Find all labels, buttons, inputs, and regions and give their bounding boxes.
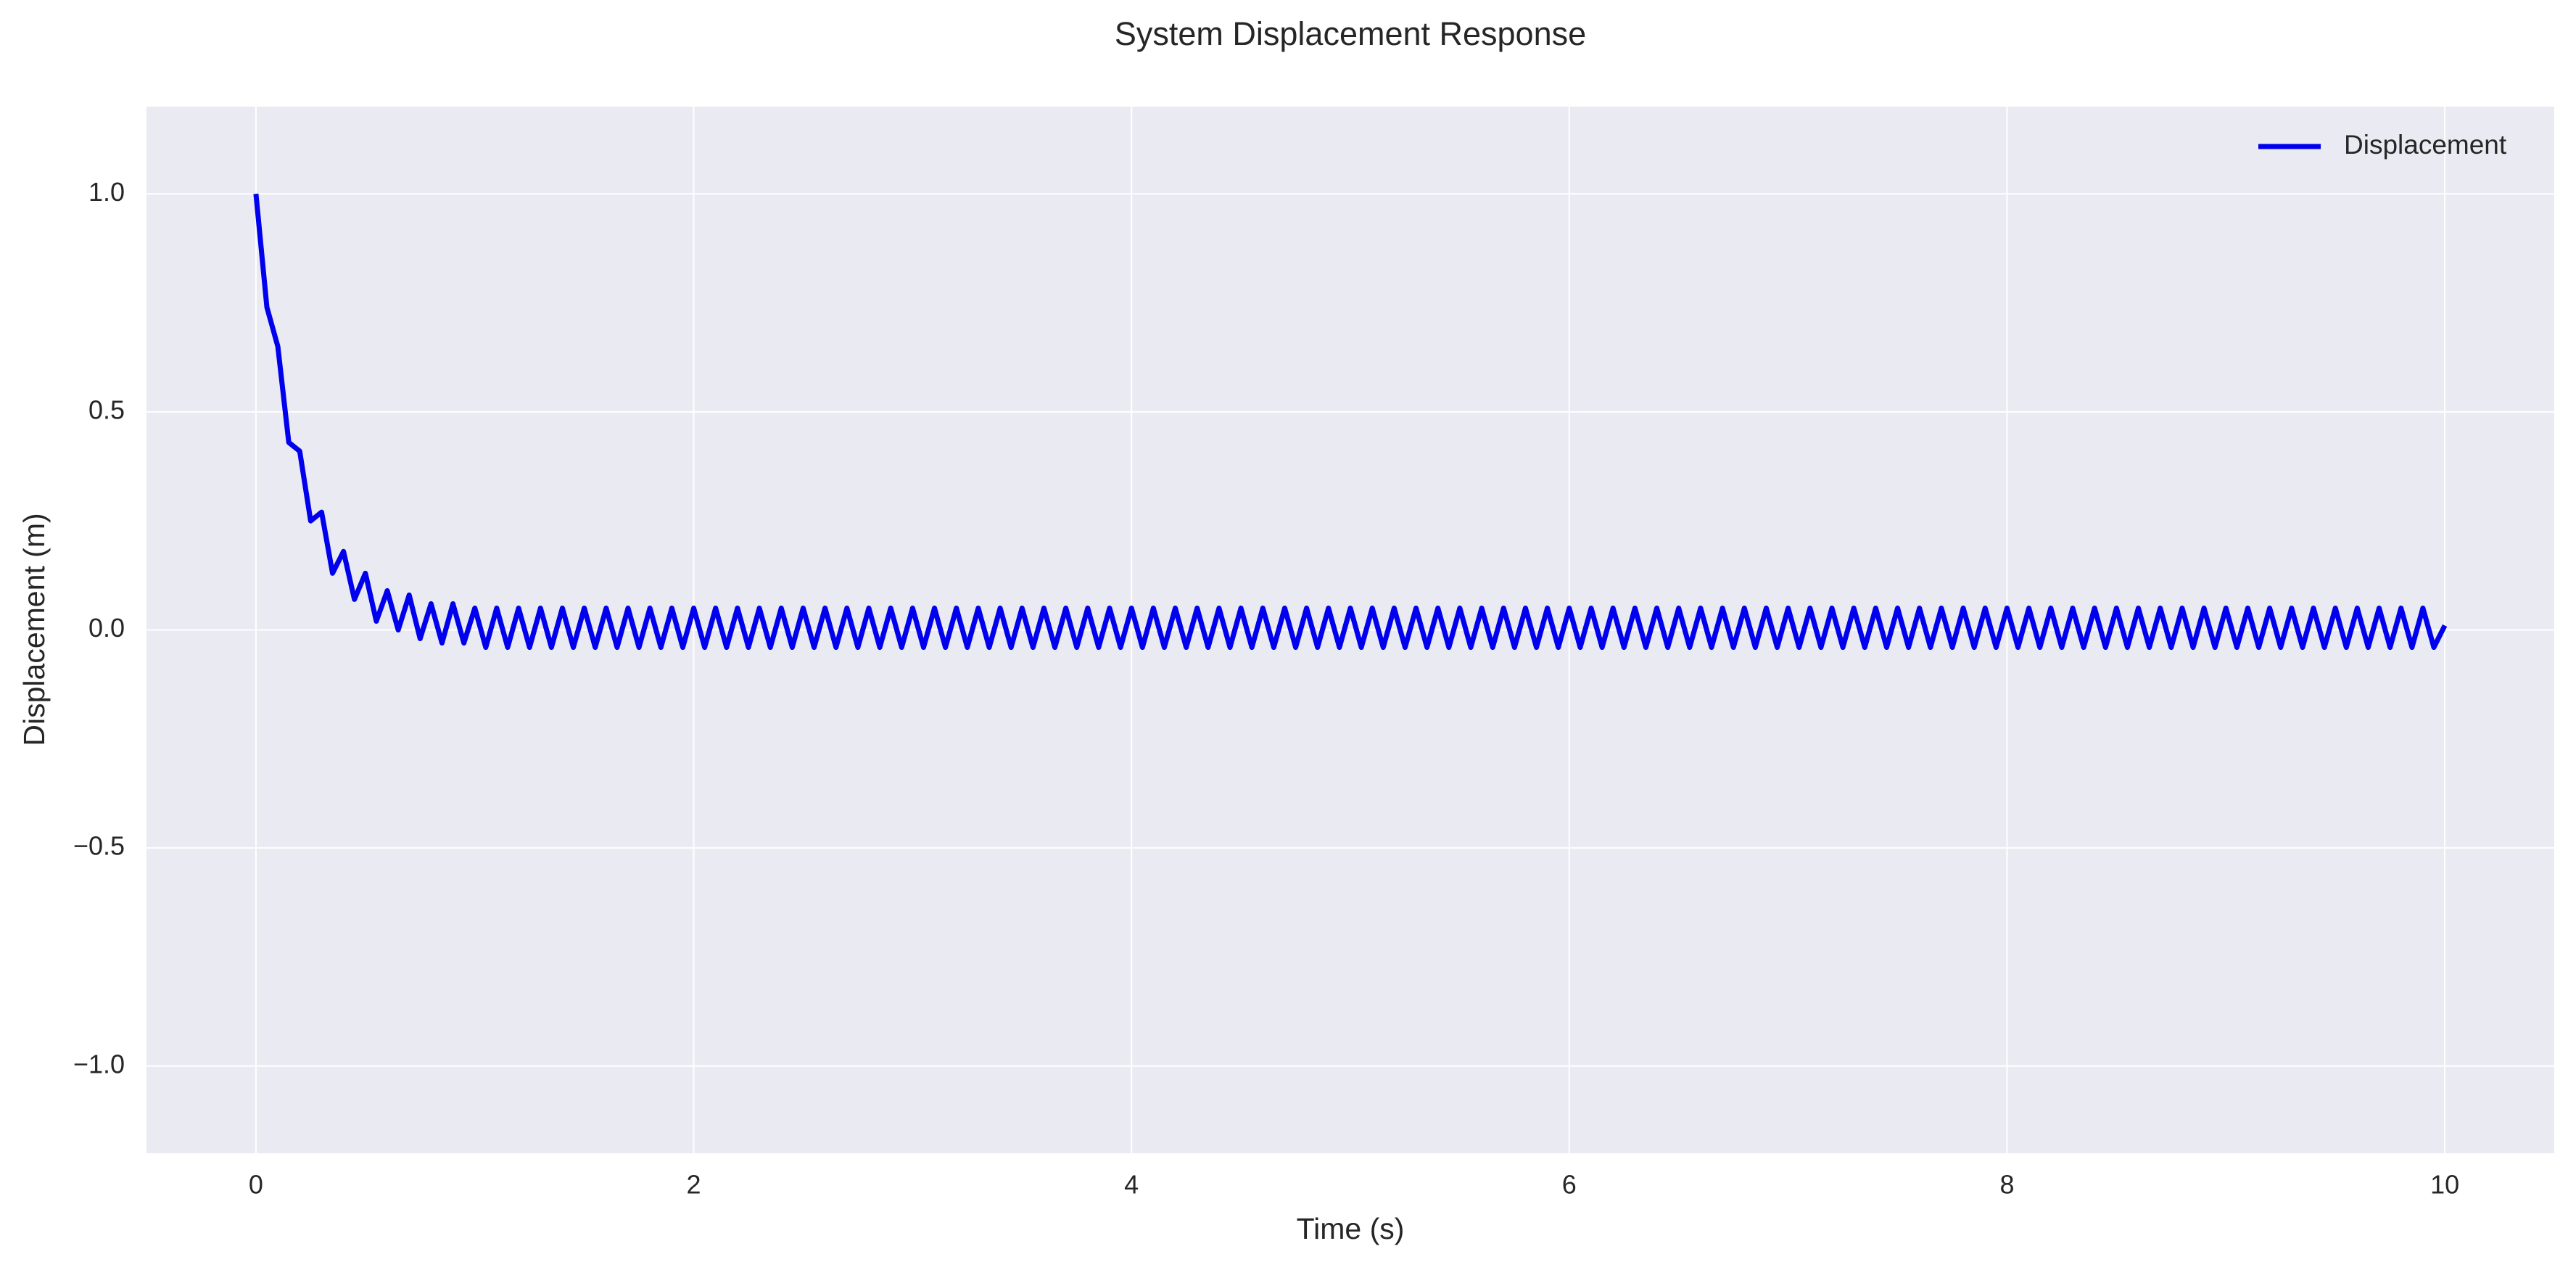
y-tick-label: 0.0 <box>88 613 125 643</box>
y-axis-label: Displacement (m) <box>17 513 51 746</box>
y-tick-label: 1.0 <box>88 177 125 207</box>
x-tick-label: 4 <box>1124 1170 1139 1200</box>
y-tick-label: 0.5 <box>88 395 125 424</box>
chart-title: System Displacement Response <box>1115 15 1586 52</box>
y-tick-label: −0.5 <box>73 831 125 861</box>
x-tick-label: 0 <box>249 1170 263 1200</box>
x-tick-label: 2 <box>687 1170 701 1200</box>
y-tick-label: −1.0 <box>73 1049 125 1079</box>
x-tick-label: 10 <box>2430 1170 2459 1200</box>
legend-label: Displacement <box>2344 130 2507 160</box>
x-axis-label: Time (s) <box>1297 1212 1405 1245</box>
x-tick-label: 6 <box>1562 1170 1577 1200</box>
x-tick-label: 8 <box>1999 1170 2014 1200</box>
data-line <box>253 193 2448 651</box>
